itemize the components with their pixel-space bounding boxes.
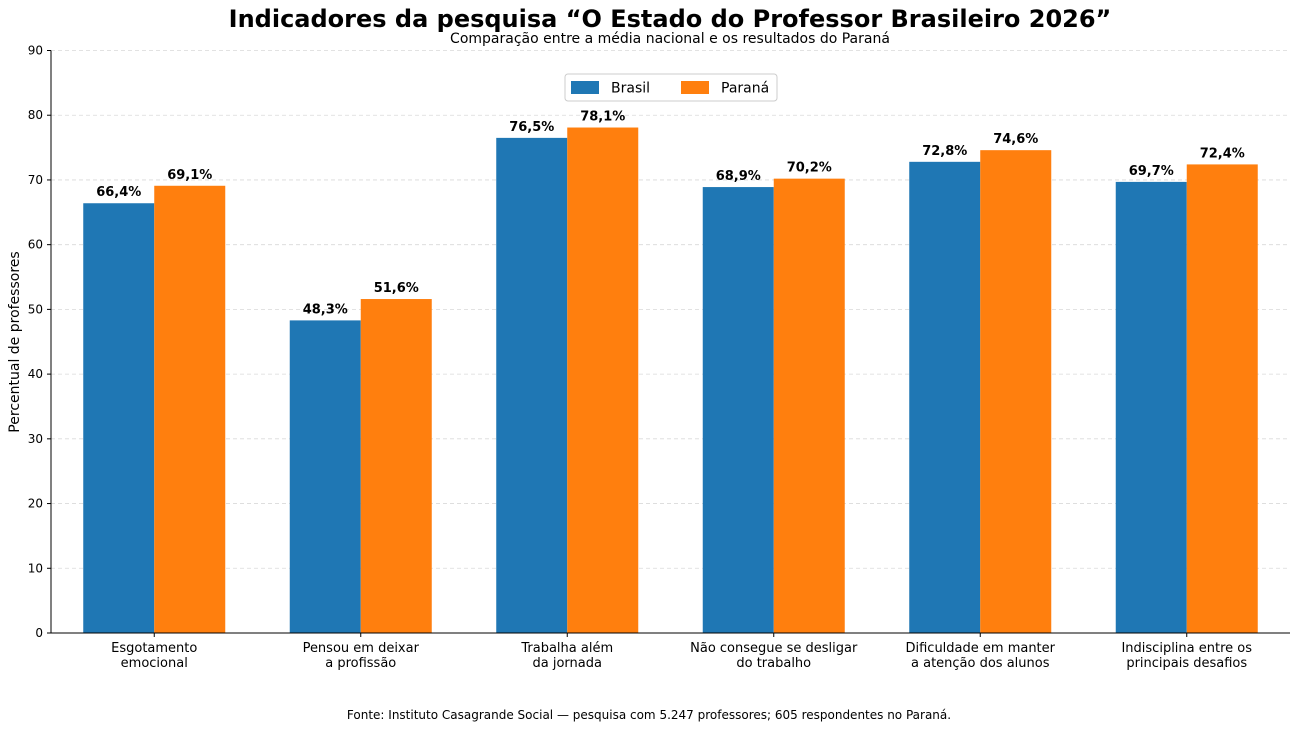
chart-subtitle: Comparação entre a média nacional e os r…: [450, 31, 890, 47]
x-tick-label: a atenção dos alunos: [911, 656, 1050, 671]
y-axis-label: Percentual de professores: [7, 251, 23, 432]
data-label: 72,4%: [1200, 146, 1245, 161]
x-tick-label: do trabalho: [736, 656, 811, 671]
x-tick-label: Esgotamento: [111, 641, 197, 656]
y-tick-label: 70: [28, 173, 43, 187]
y-tick-label: 10: [28, 561, 43, 575]
bar-brasil: [1115, 181, 1187, 633]
data-label: 69,7%: [1129, 164, 1174, 179]
y-tick-label: 60: [28, 238, 43, 252]
bar-paran: [773, 178, 845, 633]
bar-paran: [154, 185, 226, 633]
y-tick-label: 20: [28, 497, 43, 511]
data-label: 66,4%: [96, 185, 141, 200]
bar-brasil: [289, 320, 361, 633]
bar-paran: [567, 127, 639, 634]
y-tick-label: 90: [28, 44, 43, 58]
data-label: 72,8%: [922, 144, 967, 159]
data-label: 78,1%: [580, 110, 625, 125]
legend-box: [564, 73, 778, 102]
chart-title: Indicadores da pesquisa “O Estado do Pro…: [229, 5, 1112, 33]
bar-brasil: [83, 203, 155, 633]
x-tick-label: Indisciplina entre os: [1121, 641, 1252, 656]
data-label: 74,6%: [993, 132, 1038, 147]
x-tick-label: Trabalha além: [520, 641, 613, 656]
bar-brasil: [702, 187, 774, 633]
y-tick-label: 40: [28, 367, 43, 381]
data-label: 51,6%: [374, 281, 419, 296]
x-tick-label: Pensou em deixar: [303, 641, 420, 656]
x-tick-label: Dificuldade em manter: [905, 641, 1055, 656]
data-label: 68,9%: [716, 169, 761, 184]
y-tick-label: 80: [28, 108, 43, 122]
bar-brasil: [909, 161, 981, 634]
x-tick-label: a profissão: [325, 656, 396, 671]
bar-paran: [980, 150, 1052, 633]
data-label: 76,5%: [509, 120, 554, 135]
y-tick-label: 0: [35, 626, 43, 640]
y-tick-label: 30: [28, 432, 43, 446]
source-note: Fonte: Instituto Casagrande Social — pes…: [347, 708, 951, 722]
bar-brasil: [496, 137, 568, 633]
bars: 66,4% 69,1% 48,3% 51,6% 76,5% 78,1% 68,9% 70,2%…: [83, 110, 1258, 634]
legend-swatch: [681, 81, 709, 94]
x-tick-label: principais desafios: [1126, 656, 1247, 671]
legend-swatch: [571, 81, 599, 94]
x-tick-label: Não consegue se desligar: [690, 641, 858, 656]
bar-paran: [1186, 164, 1258, 633]
legend: Brasil Paraná: [564, 73, 778, 102]
data-label: 48,3%: [303, 302, 348, 317]
data-label: 70,2%: [787, 161, 832, 176]
bar-paran: [360, 299, 432, 633]
legend-label: Paraná: [721, 81, 769, 97]
x-tick-label: emocional: [121, 656, 188, 671]
x-tick-label: da jornada: [533, 656, 602, 671]
data-label: 69,1%: [167, 168, 212, 183]
legend-label: Brasil: [611, 81, 650, 97]
grid: [51, 50, 1290, 569]
y-tick-label: 50: [28, 302, 43, 316]
